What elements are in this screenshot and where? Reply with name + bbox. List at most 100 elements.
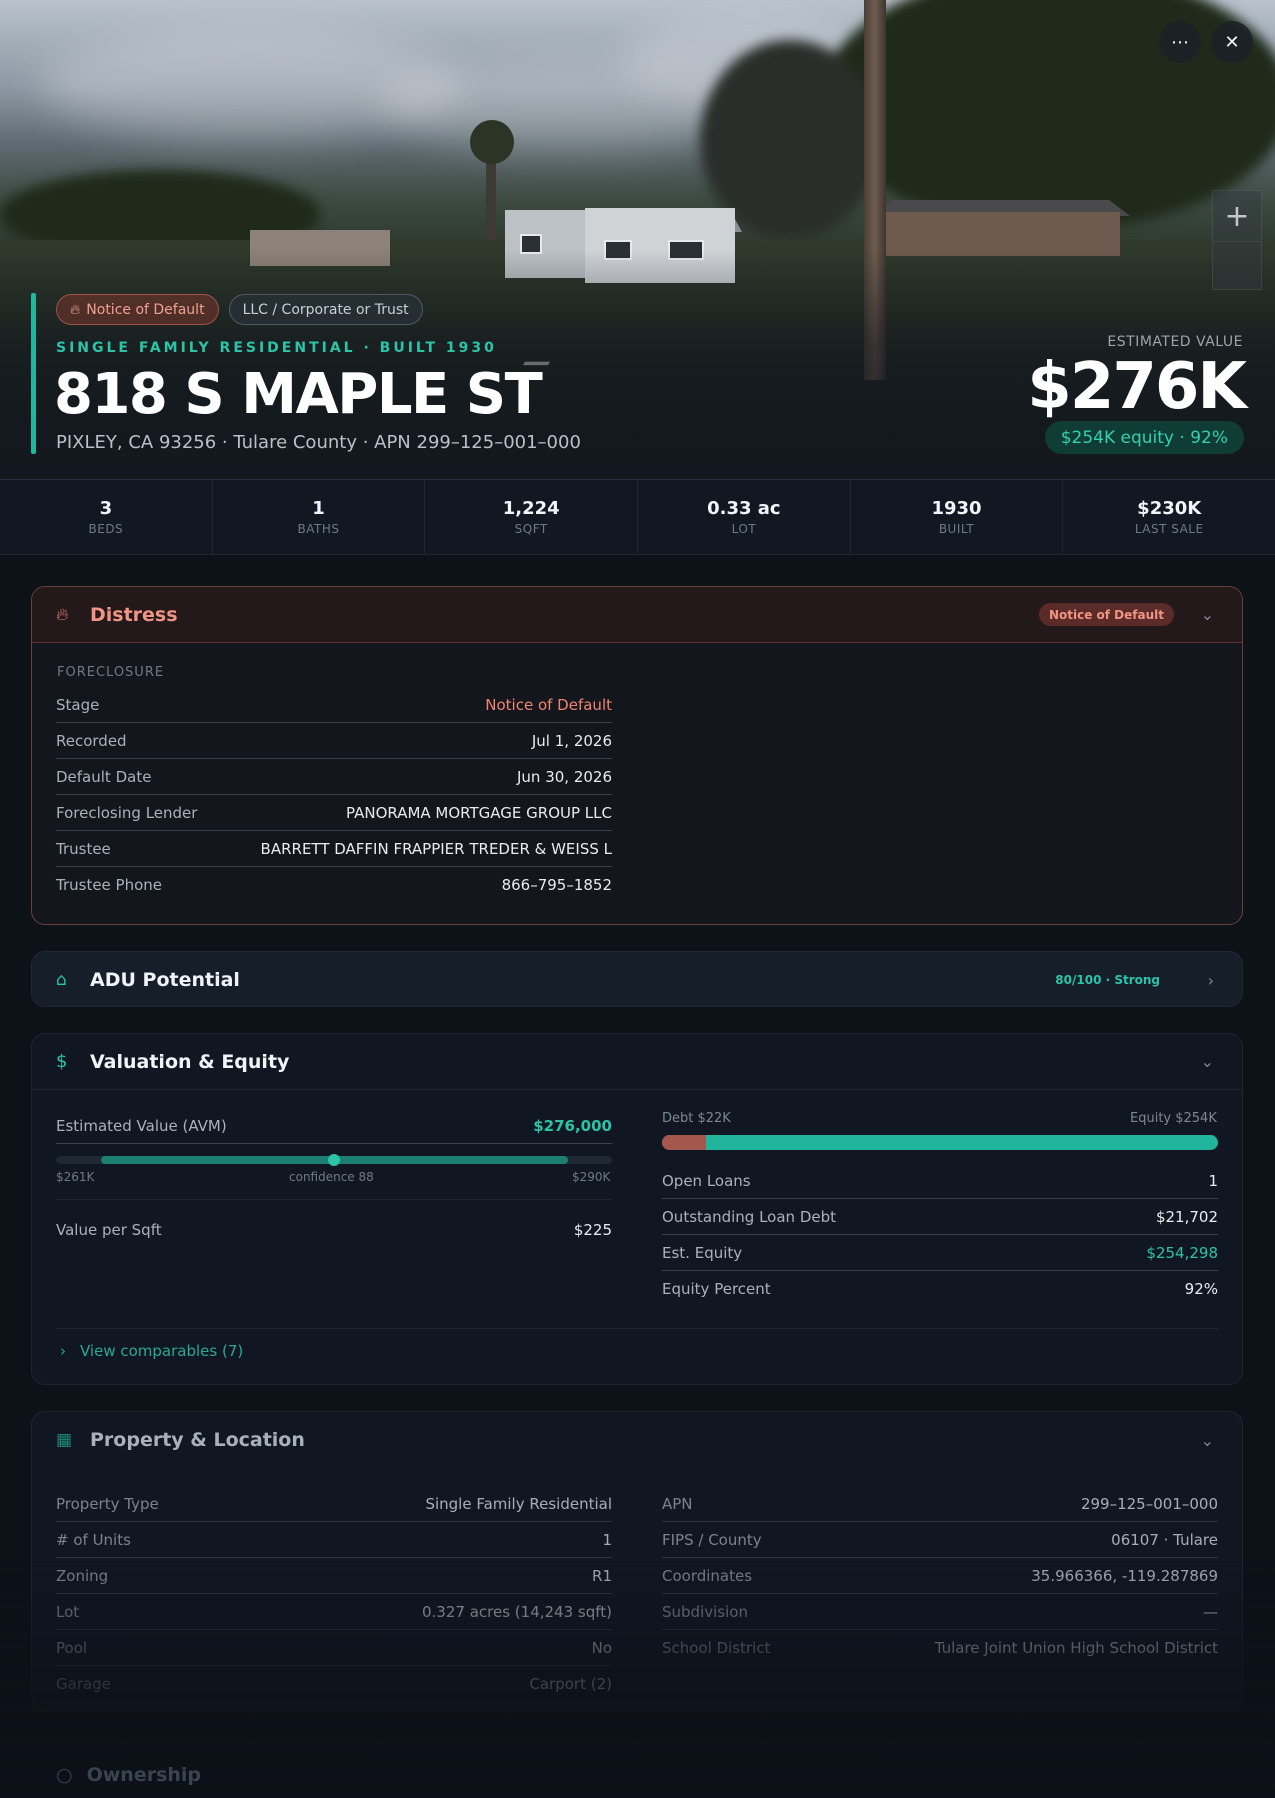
row-key: Property Type bbox=[56, 1494, 159, 1513]
divider bbox=[56, 1328, 1218, 1329]
row-value: R1 bbox=[592, 1566, 612, 1585]
status-badge: Notice of Default bbox=[1038, 603, 1174, 626]
equity-badge: $254K equity · 92% bbox=[1044, 421, 1244, 454]
chevron-right-icon[interactable]: › bbox=[1207, 970, 1214, 990]
avm-confidence-label: confidence 88 bbox=[289, 1170, 374, 1184]
map-zoom-control: + bbox=[1212, 190, 1262, 290]
adu-score: 80/100 · Strong bbox=[1055, 973, 1160, 987]
row-pool: Pool No bbox=[56, 1630, 612, 1666]
row-key: Zoning bbox=[56, 1566, 109, 1585]
row-key: Garage bbox=[56, 1675, 111, 1693]
stat-built: 1930 BUILT bbox=[849, 480, 1063, 554]
chevron-down-icon[interactable]: ⌄ bbox=[1200, 1430, 1214, 1450]
close-icon: ✕ bbox=[1224, 31, 1240, 53]
ownership-card-header[interactable]: ○ Ownership bbox=[56, 1764, 201, 1786]
distress-card: 🔥︎ Distress Notice of Default ⌄ FORECLOS… bbox=[31, 586, 1243, 925]
row-key: Default Date bbox=[56, 767, 152, 786]
debt-segment bbox=[662, 1135, 707, 1150]
row-value-per-sqft: Value per Sqft $225 bbox=[56, 1212, 612, 1248]
row-stage: Stage Notice of Default bbox=[56, 687, 612, 723]
section-label: FORECLOSURE bbox=[57, 665, 165, 680]
close-button[interactable]: ✕ bbox=[1211, 21, 1253, 63]
zoom-out-button[interactable] bbox=[1213, 241, 1261, 291]
stat-value: $230K bbox=[1137, 498, 1202, 519]
row-key: Open Loans bbox=[662, 1171, 751, 1190]
row-lot: Lot 0.327 acres (14,243 sqft) bbox=[56, 1594, 612, 1630]
street-view-photo: − bbox=[0, 0, 1275, 479]
chevron-down-icon[interactable]: ⌄ bbox=[1200, 1052, 1214, 1071]
row-value: $254,298 bbox=[1146, 1243, 1218, 1262]
stat-value: 3 bbox=[99, 498, 113, 519]
card-title: Valuation & Equity bbox=[90, 1050, 290, 1073]
row-key: Stage bbox=[56, 695, 100, 714]
row-value: Tulare Joint Union High School District bbox=[934, 1639, 1218, 1657]
row-key: Equity Percent bbox=[662, 1280, 771, 1298]
valuation-header[interactable]: $ Valuation & Equity ⌄ bbox=[32, 1034, 1242, 1090]
row-key: Lot bbox=[56, 1602, 80, 1621]
distress-header[interactable]: 🔥︎ Distress Notice of Default ⌄ bbox=[32, 587, 1242, 643]
divider bbox=[56, 1199, 612, 1200]
row-value: $225 bbox=[573, 1221, 612, 1239]
avm-high-label: $290K bbox=[572, 1170, 611, 1184]
stat-label: BEDS bbox=[88, 522, 124, 536]
avm-low-label: $261K bbox=[56, 1170, 95, 1184]
stat-label: SQFT bbox=[514, 522, 548, 536]
property-stats-bar: 3 BEDS 1 BATHS 1,224 SQFT 0.33 ac LOT 1930 BU… bbox=[0, 479, 1275, 555]
row-key: Trustee Phone bbox=[56, 876, 163, 894]
row-zoning: Zoning R1 bbox=[56, 1558, 612, 1594]
row-key: Recorded bbox=[56, 731, 127, 750]
property-header[interactable]: ▦ Property & Location ⌄ bbox=[32, 1412, 1242, 1468]
row-open-loans: Open Loans 1 bbox=[662, 1163, 1218, 1199]
row-value: Jul 1, 2026 bbox=[531, 731, 612, 750]
estimated-value-label: ESTIMATED VALUE bbox=[1107, 334, 1243, 350]
row-value: BARRETT DAFFIN FRAPPIER TREDER & WEISS L bbox=[260, 839, 612, 858]
badge-label: Notice of Default bbox=[86, 301, 205, 318]
stat-label: BATHS bbox=[297, 522, 340, 536]
chevron-down-icon[interactable]: ⌄ bbox=[1200, 605, 1214, 624]
hero-badges: 🔥︎ Notice of Default LLC / Corporate or … bbox=[56, 294, 423, 325]
row-value: 299–125–001–000 bbox=[1080, 1494, 1218, 1513]
property-location: PIXLEY, CA 93256 · Tulare County · APN 2… bbox=[56, 432, 581, 453]
badge-label: LLC / Corporate or Trust bbox=[242, 301, 409, 318]
stat-beds: 3 BEDS bbox=[0, 480, 212, 554]
row-coordinates: Coordinates 35.966366, -119.287869 bbox=[662, 1558, 1218, 1594]
adu-potential-card[interactable]: ⌂ ADU Potential 80/100 · Strong › bbox=[31, 951, 1243, 1007]
row-key: Est. Equity bbox=[662, 1243, 743, 1262]
row-school-district: School District Tulare Joint Union High S… bbox=[662, 1630, 1218, 1666]
row-value: 1 bbox=[1208, 1171, 1218, 1190]
row-value: 0.327 acres (14,243 sqft) bbox=[422, 1602, 612, 1621]
more-options-button[interactable]: ⋯ bbox=[1159, 21, 1201, 63]
row-equity-percent: Equity Percent 92% bbox=[662, 1271, 1218, 1307]
debt-label: Debt $22K bbox=[662, 1111, 731, 1126]
row-value: No bbox=[591, 1638, 612, 1657]
row-units: # of Units 1 bbox=[56, 1522, 612, 1558]
more-horizontal-icon: ⋯ bbox=[1171, 31, 1189, 53]
adu-header[interactable]: ⌂ ADU Potential 80/100 · Strong › bbox=[32, 952, 1242, 1006]
stat-value: 1,224 bbox=[502, 498, 560, 519]
person-icon: ○ bbox=[56, 1764, 73, 1786]
row-recorded: Recorded Jul 1, 2026 bbox=[56, 723, 612, 759]
row-loan-debt: Outstanding Loan Debt $21,702 bbox=[662, 1199, 1218, 1235]
row-key: Coordinates bbox=[662, 1566, 753, 1585]
stat-label: LAST SALE bbox=[1134, 522, 1204, 536]
view-comparables-link[interactable]: › View comparables (7) bbox=[60, 1342, 243, 1360]
row-key: APN bbox=[662, 1494, 693, 1513]
valuation-equity-card: $ Valuation & Equity ⌄ bbox=[31, 1033, 1243, 1385]
row-avm: Estimated Value (AVM) $276,000 bbox=[56, 1108, 612, 1144]
row-value: 1 bbox=[602, 1530, 612, 1549]
row-value: $276,000 bbox=[533, 1116, 612, 1135]
row-subdivision: Subdivision — bbox=[662, 1594, 1218, 1630]
avm-estimate-marker bbox=[328, 1154, 340, 1166]
row-foreclosing-lender: Foreclosing Lender PANORAMA MORTGAGE GROU… bbox=[56, 795, 612, 831]
debt-equity-bar bbox=[662, 1135, 1218, 1150]
row-fips-county: FIPS / County 06107 · Tulare bbox=[662, 1522, 1218, 1558]
row-property-type: Property Type Single Family Residential bbox=[56, 1486, 612, 1522]
row-default-date: Default Date Jun 30, 2026 bbox=[56, 759, 612, 795]
row-key: School District bbox=[662, 1639, 771, 1657]
link-label: View comparables (7) bbox=[80, 1342, 244, 1360]
home-icon: ⌂ bbox=[56, 970, 67, 990]
zoom-in-button[interactable]: + bbox=[1224, 198, 1250, 234]
row-key: Estimated Value (AVM) bbox=[56, 1116, 227, 1135]
stat-label: LOT bbox=[731, 522, 757, 536]
row-value: — bbox=[1203, 1602, 1218, 1621]
